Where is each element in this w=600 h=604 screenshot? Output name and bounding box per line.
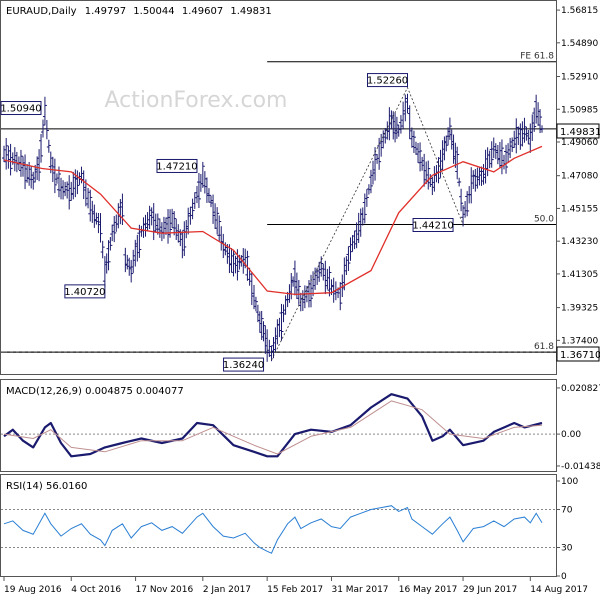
x-tick-label-0: 19 Aug 2016	[4, 585, 62, 595]
price-label-1: 1.47210	[156, 161, 197, 172]
watermark: ActionForex.com	[105, 88, 288, 113]
header-timeframe: Daily	[51, 6, 76, 17]
macd-line	[3, 393, 543, 458]
x-tick-label-8: 14 Aug 2017	[530, 585, 588, 595]
last-price-tag: 1.49831	[556, 123, 600, 139]
support-price-tag-box	[556, 346, 600, 362]
last-price-tag-box	[556, 123, 600, 139]
support-price-tag: 1.36710	[556, 346, 600, 362]
rsi-line-0	[3, 505, 543, 554]
rsi-tick-label-1: 70	[561, 506, 573, 516]
axis-labels: 1.56815 1.54890 1.52910 1.50985 1.49060 1.470…	[3, 6, 600, 595]
price-label-box-0	[0, 101, 42, 116]
rsi-title: RSI(14) 56.0160	[6, 481, 87, 492]
price-label-2: 1.40720	[64, 287, 105, 298]
x-tick-label-7: 29 Jun 2017	[463, 585, 517, 595]
chart-header: EURAUD,Daily 1.49797 1.50044 1.49607 1.4…	[6, 6, 272, 492]
x-tick-label-2: 17 Nov 2016	[136, 585, 194, 595]
fib-label-0: FE 61.8	[520, 52, 554, 62]
price-tick-label-9: 1.39325	[561, 304, 598, 314]
support-price-tag-text: 1.36710	[560, 350, 600, 361]
price-tick-label-7: 1.43230	[561, 237, 598, 247]
rsi-tick-label-3: 0	[561, 572, 567, 582]
price-tick-label-0: 1.56815	[561, 6, 598, 16]
price-label-3: 1.36240	[223, 360, 264, 371]
macd-tick-label-1: 0.00	[561, 430, 581, 440]
price-label-box-3	[223, 357, 265, 372]
x-tick-label-5: 31 Mar 2017	[331, 585, 388, 595]
price-label-box-2	[64, 284, 106, 299]
header-open: 1.49797	[85, 6, 126, 17]
macd-panel-frame	[0, 379, 557, 472]
x-tick-label-6: 16 May 2017	[399, 585, 458, 595]
price-label-box-4	[367, 73, 408, 88]
price-tick-label-1: 1.54890	[561, 39, 598, 49]
price-label-box-5	[412, 218, 454, 232]
x-tick-label-3: 2 Jan 2017	[203, 585, 251, 595]
macd-title: MACD(12,26,9) 0.004875 0.004077	[6, 386, 184, 397]
header-close: 1.49831	[230, 6, 271, 17]
header-symbol-text: EURAUD,Daily 1.49797 1.50044 1.49607 1.4…	[6, 6, 272, 17]
x-tick-label-4: 15 Feb 2017	[267, 585, 323, 595]
price-bars	[2, 93, 544, 362]
reference-lines: FE 61.8 50.0 61.8	[1, 52, 556, 548]
header-symbol: EURAUD	[6, 6, 48, 17]
price-panel-frame	[0, 0, 557, 375]
price-tick-label-8: 1.41305	[561, 270, 598, 280]
moving-average	[3, 145, 543, 296]
price-tick-label-3: 1.50985	[561, 105, 598, 115]
fib-label-1: 50.0	[534, 215, 554, 225]
macd-tick-label-2: -0.014386	[561, 462, 600, 472]
header-separator: ,	[48, 6, 51, 17]
fib-label-2: 61.8	[534, 342, 554, 352]
price-tick-label-5: 1.47080	[561, 172, 598, 182]
price-tick-label-2: 1.52910	[561, 73, 598, 83]
rsi-tick-label-2: 30	[561, 544, 573, 554]
moving-average-line	[3, 145, 543, 296]
header-high: 1.50044	[133, 6, 174, 17]
macd-signal-line	[3, 400, 543, 455]
price-tick-label-4: 1.49060	[561, 138, 598, 148]
x-tick-label-1: 4 Oct 2016	[71, 585, 121, 595]
header-low: 1.49607	[182, 6, 223, 17]
price-label-5: 1.44210	[412, 221, 453, 232]
price-tick-label-6: 1.45155	[561, 204, 598, 214]
price-tick-label-10: 1.37400	[561, 336, 598, 346]
rsi-panel-frame	[0, 474, 557, 577]
rsi-tick-label-0: 100	[561, 477, 578, 487]
macd-tick-label-0: 0.020827	[561, 384, 600, 394]
price-label-box-1	[156, 158, 198, 173]
panel-frames	[0, 0, 557, 577]
price-label-0: 1.50940	[0, 104, 41, 115]
price-label-4: 1.52260	[367, 76, 408, 87]
last-price-tag-text: 1.49831	[560, 127, 600, 138]
trend-line	[271, 86, 464, 361]
macd-lines	[3, 393, 543, 458]
rsi-lines	[3, 505, 543, 554]
annotations: 1.50940 1.47210 1.40720 1.36240 1.52260 1.442…	[0, 73, 464, 372]
